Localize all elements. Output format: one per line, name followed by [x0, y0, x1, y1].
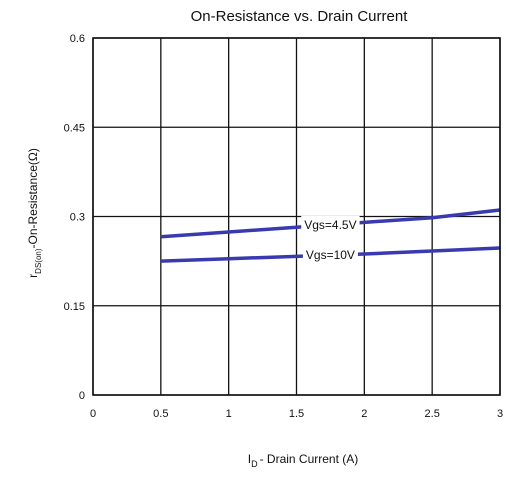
- x-tick-label: 3: [497, 408, 503, 420]
- x-tick-label: 1.5: [289, 408, 304, 420]
- y-axis-label: rDS(on)-On-Resistance(Ω): [26, 148, 43, 278]
- x-axis-label-text: - Drain Current (A): [260, 452, 359, 466]
- series-label: Vgs=4.5V: [304, 218, 356, 232]
- series-label-background: [301, 215, 360, 234]
- plot-frame: [92, 37, 501, 396]
- y-tick-label: 0.15: [64, 301, 85, 313]
- series-labels: Vgs=4.5V Vgs=10V: [301, 215, 360, 265]
- x-axis-label-symbol: I: [248, 452, 251, 466]
- series-label: Vgs=10V: [306, 248, 355, 262]
- x-tick-label: 0: [90, 408, 96, 420]
- series-label-background: [302, 246, 358, 265]
- y-axis-label-text: -On-Resistance(Ω): [26, 148, 40, 248]
- x-axis-label-subscript: D: [251, 459, 258, 469]
- chart-title: On-Resistance vs. Drain Current: [191, 8, 409, 25]
- y-tick-label: 0.6: [70, 33, 85, 45]
- x-tick-label: 2.5: [425, 408, 440, 420]
- y-tick-label: 0.45: [64, 122, 85, 134]
- tick-labels: 0 0.5 1 1.5 2 2.5 3 0 0.15 0.3 0.45 0.6: [64, 33, 503, 420]
- x-tick-label: 2: [361, 408, 367, 420]
- y-tick-label: 0: [79, 390, 85, 402]
- y-tick-label: 0.3: [70, 212, 85, 224]
- x-tick-label: 1: [226, 408, 232, 420]
- x-axis-label: ID - Drain Current (A): [248, 452, 359, 469]
- y-axis-label-subscript: DS(on): [34, 248, 43, 274]
- x-tick-label: 0.5: [153, 408, 168, 420]
- y-axis-label-symbol: r: [26, 274, 40, 278]
